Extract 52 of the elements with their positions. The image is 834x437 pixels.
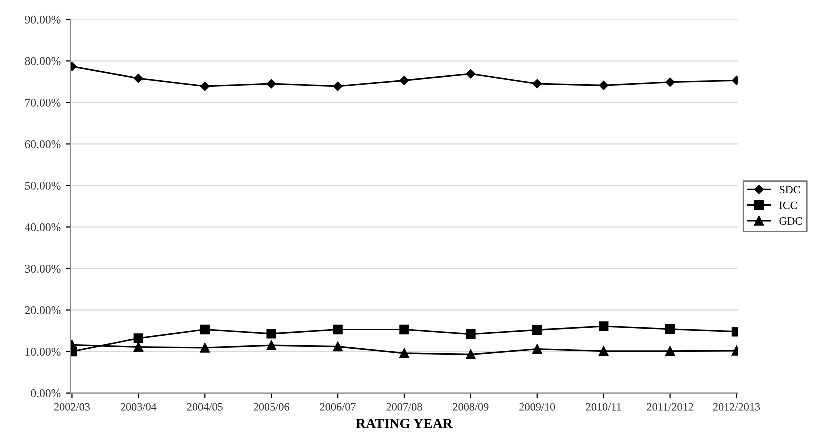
point <box>466 69 476 79</box>
point <box>134 74 144 84</box>
point <box>266 79 276 89</box>
y-tick-label: 90.00% <box>25 16 61 24</box>
y-tick-label: 40.00% <box>25 223 61 232</box>
point <box>532 344 542 354</box>
point <box>266 340 276 350</box>
x-tick-label: 2004/05 <box>187 403 223 411</box>
point <box>266 329 276 339</box>
point <box>665 324 676 334</box>
x-tick-label: 2002/03 <box>54 403 90 411</box>
point <box>333 324 343 335</box>
x-tick-label: 2006/07 <box>320 403 356 411</box>
y-tick-label: 60.00% <box>25 140 61 148</box>
x-tick-label: 2012/2013 <box>713 403 760 411</box>
point <box>466 329 476 340</box>
point <box>400 348 410 358</box>
legend-label: SDC <box>780 186 800 194</box>
point <box>532 79 542 89</box>
legend-label: ICC <box>780 202 798 210</box>
point <box>466 350 476 360</box>
point <box>200 324 210 335</box>
x-tick-label: 2007/08 <box>386 403 422 411</box>
y-tick-label: 50.00% <box>25 182 61 190</box>
x-tick-label: 2010/11 <box>586 403 622 411</box>
x-tick-label: 2011/2012 <box>647 403 694 411</box>
point <box>333 342 343 352</box>
point <box>598 322 609 332</box>
point <box>134 334 144 344</box>
point <box>532 325 542 336</box>
point <box>665 346 676 356</box>
y-tick-label: 80.00% <box>25 57 61 66</box>
x-tick-label: 2005/06 <box>254 403 290 411</box>
point <box>666 78 675 87</box>
x-axis-title: RATING YEAR <box>356 419 454 428</box>
y-tick-label: 10.00% <box>26 348 61 356</box>
point <box>400 76 410 86</box>
point <box>400 324 410 335</box>
point <box>333 82 343 92</box>
y-tick-label: 70.00% <box>26 98 61 107</box>
y-tick-label: 30.00% <box>25 265 61 274</box>
point <box>200 343 210 353</box>
point <box>598 346 609 356</box>
legend-label: GDC <box>780 218 802 225</box>
x-tick-label: 2009/10 <box>520 403 556 411</box>
x-tick-label: 2003/04 <box>120 403 157 411</box>
point <box>134 342 144 352</box>
y-tick-label: 20.00% <box>25 306 61 315</box>
x-tick-label: 2008/09 <box>453 403 489 411</box>
point <box>599 81 608 90</box>
y-tick-label: 0.00% <box>31 390 61 398</box>
point <box>200 82 210 92</box>
